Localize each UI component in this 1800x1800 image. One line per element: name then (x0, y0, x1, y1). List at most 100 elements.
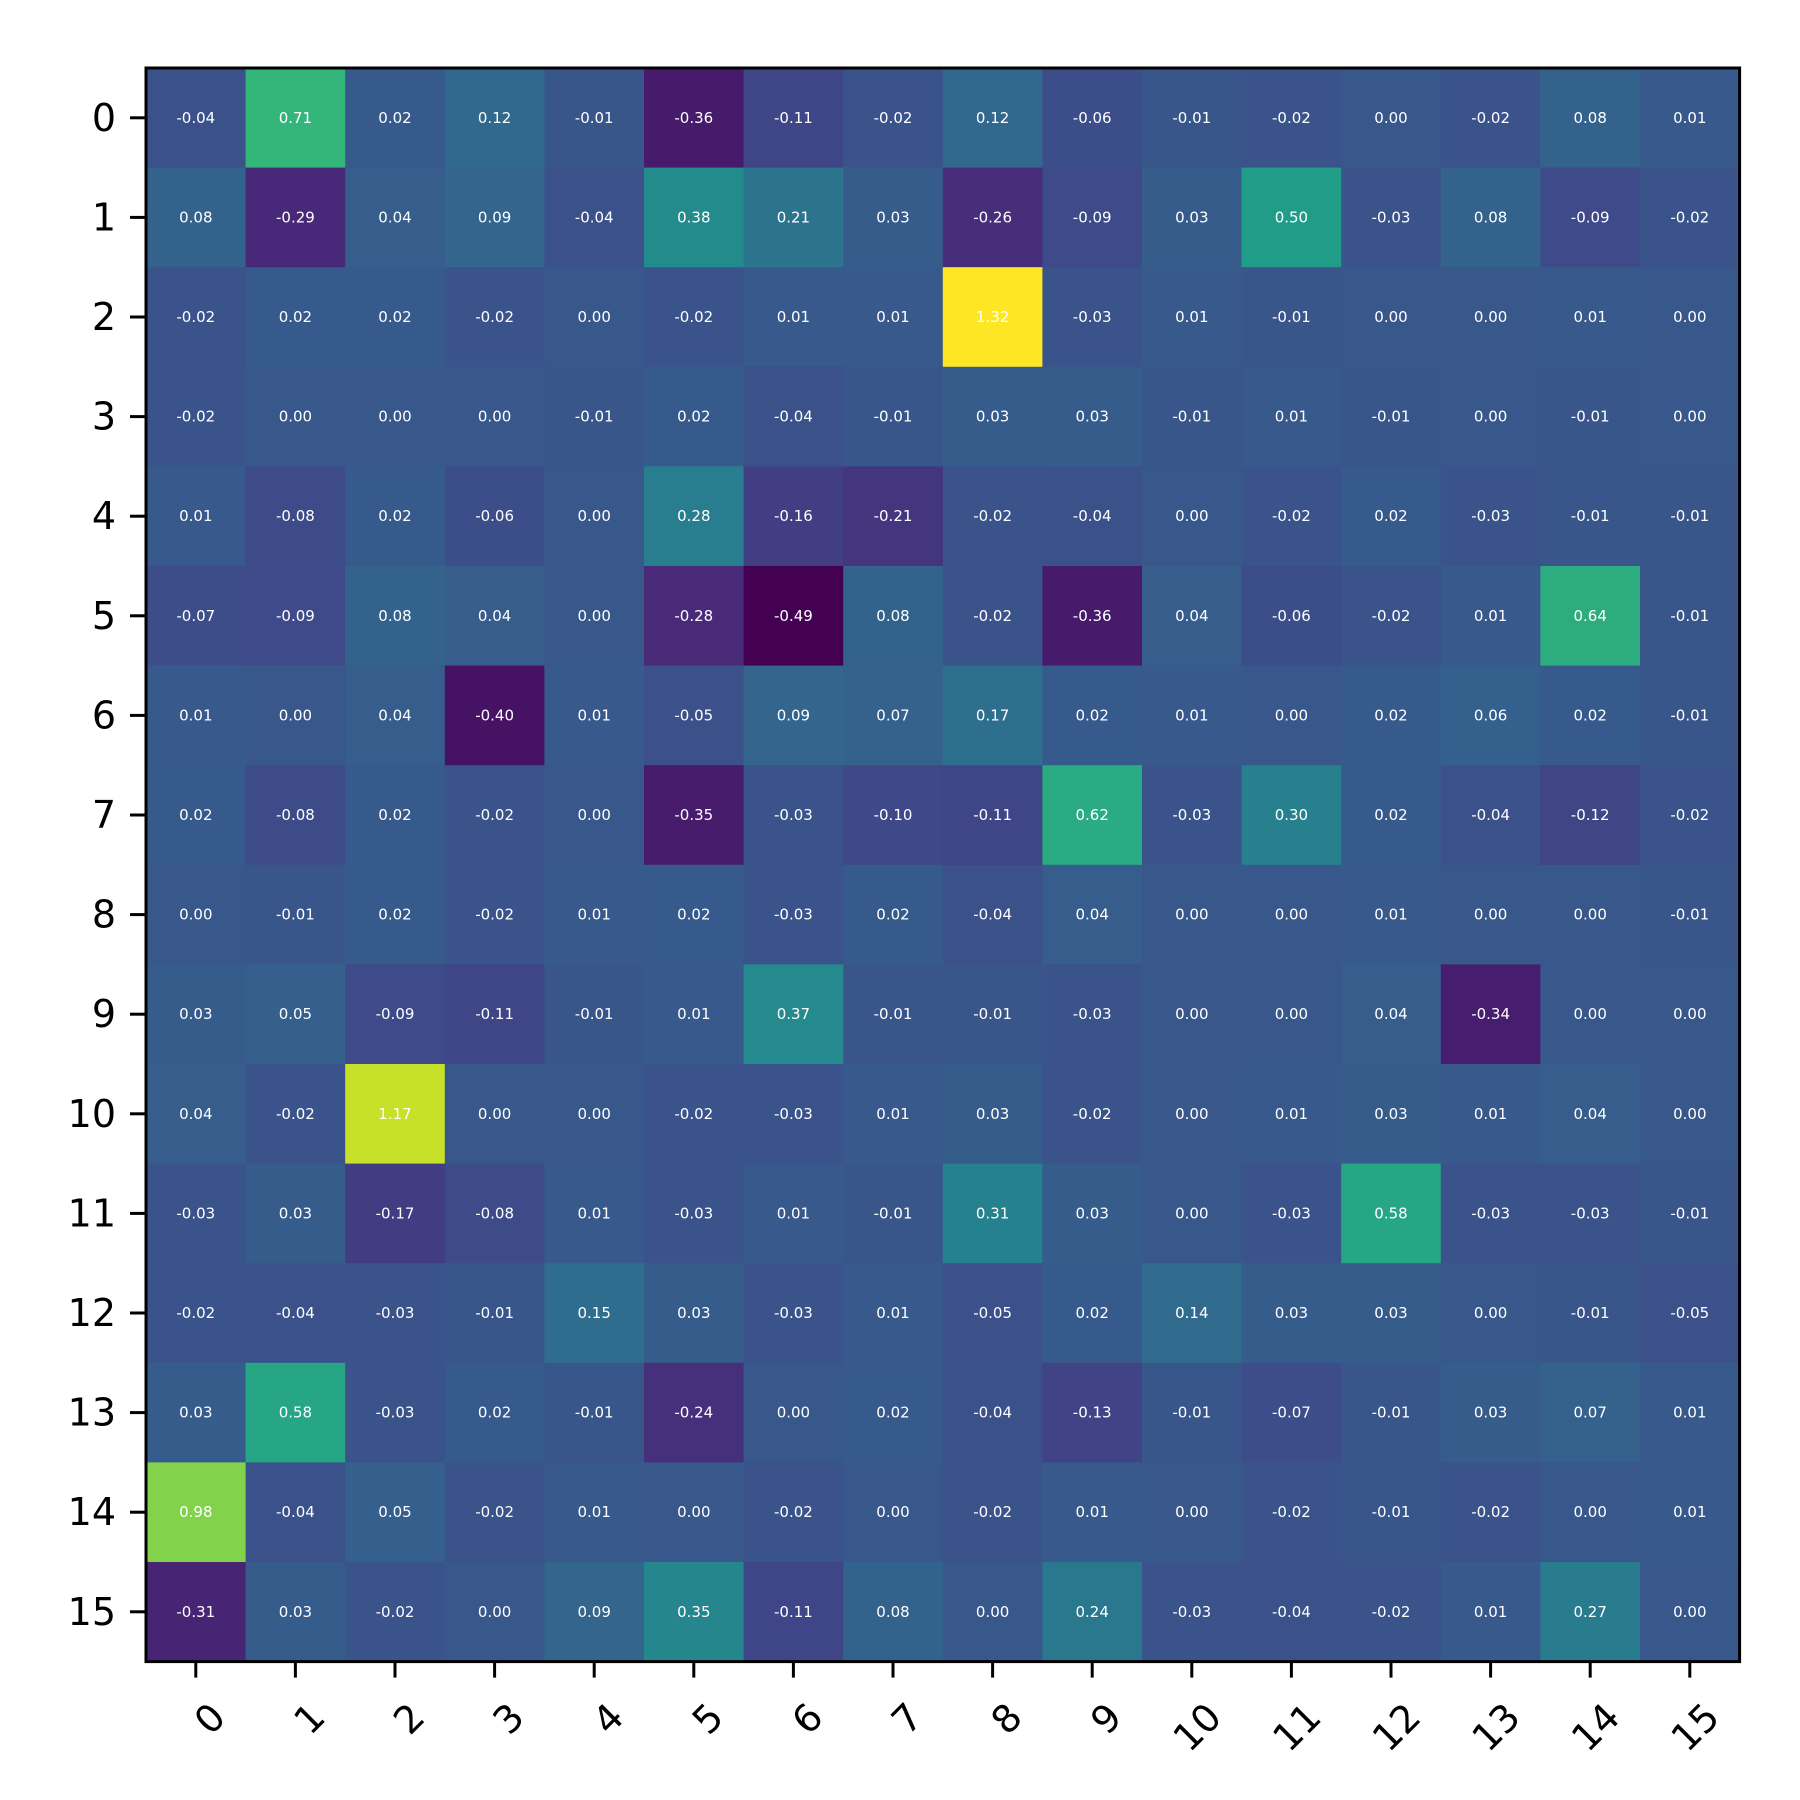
cell-value-label: -0.17 (376, 1204, 415, 1222)
heatmap-cell-r8-c10 (1142, 864, 1243, 965)
heatmap-cell-r0-c8 (942, 68, 1043, 169)
cell-value-label: 0.03 (279, 1603, 312, 1621)
cell-value-label: 0.01 (1673, 1404, 1706, 1422)
cell-value-label: 0.24 (1075, 1603, 1108, 1621)
heatmap-cell-r5-c14 (1540, 566, 1641, 667)
heatmap-cell-r9-c0 (146, 964, 247, 1065)
cell-value-label: 0.08 (1573, 109, 1606, 127)
x-tick-label: 12 (1364, 1695, 1429, 1760)
heatmap-cell-r1-c7 (843, 167, 944, 268)
heatmap-cell-r8-c11 (1241, 864, 1342, 965)
heatmap-cell-r2-c14 (1540, 267, 1641, 368)
cell-value-label: 0.01 (876, 1304, 909, 1322)
heatmap-cell-r0-c2 (345, 68, 446, 169)
heatmap-cell-r9-c2 (345, 964, 446, 1065)
cell-value-label: 0.00 (1175, 1105, 1208, 1123)
cell-value-label: -0.02 (674, 1105, 713, 1123)
cell-value-label: 0.02 (179, 806, 212, 824)
cell-value-label: 0.02 (1374, 706, 1407, 724)
heatmap-cell-r10-c14 (1540, 1064, 1641, 1165)
heatmap-cell-r13-c13 (1440, 1362, 1541, 1463)
cell-value-label: -0.02 (276, 1105, 315, 1123)
cell-value-label: 0.00 (777, 1404, 810, 1422)
cell-value-label: 0.58 (279, 1404, 312, 1422)
cell-value-label: -0.02 (176, 308, 215, 326)
heatmap-cell-r12-c7 (843, 1263, 944, 1364)
y-tick-label: 7 (92, 793, 116, 837)
cell-value-label: -0.02 (973, 507, 1012, 525)
cell-value-label: -0.04 (1073, 507, 1112, 525)
heatmap-cell-r14-c12 (1341, 1462, 1442, 1563)
heatmap-cell-r5-c5 (644, 566, 745, 667)
heatmap-cell-r7-c14 (1540, 765, 1641, 866)
cell-value-label: -0.03 (176, 1204, 215, 1222)
heatmap-cell-r14-c6 (743, 1462, 844, 1563)
heatmap-cell-r9-c15 (1640, 964, 1741, 1065)
heatmap-cell-r3-c8 (942, 366, 1043, 467)
heatmap-cell-r0-c1 (245, 68, 346, 169)
cell-value-label: -0.03 (1073, 1005, 1112, 1023)
heatmap-cell-r3-c11 (1241, 366, 1342, 467)
heatmap-cell-r15-c9 (1042, 1562, 1143, 1663)
cell-value-label: -0.35 (674, 806, 713, 824)
cell-value-label: -0.01 (1670, 607, 1709, 625)
cell-value-label: 0.58 (1374, 1204, 1407, 1222)
cell-value-label: 0.04 (378, 208, 411, 226)
y-tick-label: 3 (92, 395, 116, 439)
cell-value-label: 0.00 (1673, 408, 1706, 426)
cell-value-label: -0.03 (376, 1304, 415, 1322)
heatmap-cell-r0-c0 (146, 68, 247, 169)
heatmap-cell-r12-c15 (1640, 1263, 1741, 1364)
cell-value-label: -0.03 (1571, 1204, 1610, 1222)
heatmap-cell-r5-c4 (544, 566, 645, 667)
heatmap-cell-r3-c9 (1042, 366, 1143, 467)
cell-value-label: 0.00 (1374, 308, 1407, 326)
x-tick-label: 13 (1463, 1695, 1528, 1760)
heatmap-cell-r13-c9 (1042, 1362, 1143, 1463)
cell-value-label: -0.02 (973, 607, 1012, 625)
cell-value-label: 0.04 (1573, 1105, 1606, 1123)
cell-value-label: -0.05 (674, 706, 713, 724)
heatmap-cell-r2-c6 (743, 267, 844, 368)
heatmap-cell-r3-c6 (743, 366, 844, 467)
cell-value-label: 0.00 (478, 408, 511, 426)
heatmap-cell-r11-c7 (843, 1163, 944, 1264)
cell-value-label: 0.02 (478, 1404, 511, 1422)
heatmap-cell-r2-c10 (1142, 267, 1243, 368)
cell-value-label: -0.09 (276, 607, 315, 625)
heatmap-cell-r15-c2 (345, 1562, 446, 1663)
heatmap-cell-r9-c9 (1042, 964, 1143, 1065)
heatmap-cell-r12-c3 (444, 1263, 545, 1364)
heatmap-cell-r9-c10 (1142, 964, 1243, 1065)
cell-value-label: 0.01 (179, 706, 212, 724)
cell-value-label: 0.01 (1474, 1105, 1507, 1123)
heatmap-cell-r14-c1 (245, 1462, 346, 1563)
heatmap-cell-r4-c8 (942, 466, 1043, 567)
heatmap-cell-r8-c6 (743, 864, 844, 965)
heatmap-cell-r7-c5 (644, 765, 745, 866)
heatmap-cell-r14-c13 (1440, 1462, 1541, 1563)
heatmap-cell-r8-c3 (444, 864, 545, 965)
cell-value-label: -0.36 (674, 109, 713, 127)
cell-value-label: 0.02 (1374, 806, 1407, 824)
cell-value-label: -0.03 (376, 1404, 415, 1422)
heatmap-cell-r1-c8 (942, 167, 1043, 268)
cell-value-label: 0.02 (677, 408, 710, 426)
cell-value-label: -0.01 (575, 1404, 614, 1422)
cell-value-label: -0.06 (1073, 109, 1112, 127)
heatmap-cell-r0-c5 (644, 68, 745, 169)
cell-value-label: 0.08 (876, 607, 909, 625)
heatmap-cell-r7-c11 (1241, 765, 1342, 866)
cell-value-label: 0.00 (577, 806, 610, 824)
cell-value-label: -0.08 (276, 507, 315, 525)
cell-value-label: -0.34 (1471, 1005, 1510, 1023)
heatmap-cell-r4-c7 (843, 466, 944, 567)
cell-value-label: 0.03 (1275, 1304, 1308, 1322)
heatmap-cell-r13-c11 (1241, 1362, 1342, 1463)
cell-value-label: 0.01 (1474, 607, 1507, 625)
cell-value-label: -0.03 (1471, 507, 1510, 525)
heatmap-cell-r6-c4 (544, 665, 645, 766)
cell-value-label: -0.24 (674, 1404, 713, 1422)
heatmap-cell-r13-c4 (544, 1362, 645, 1463)
